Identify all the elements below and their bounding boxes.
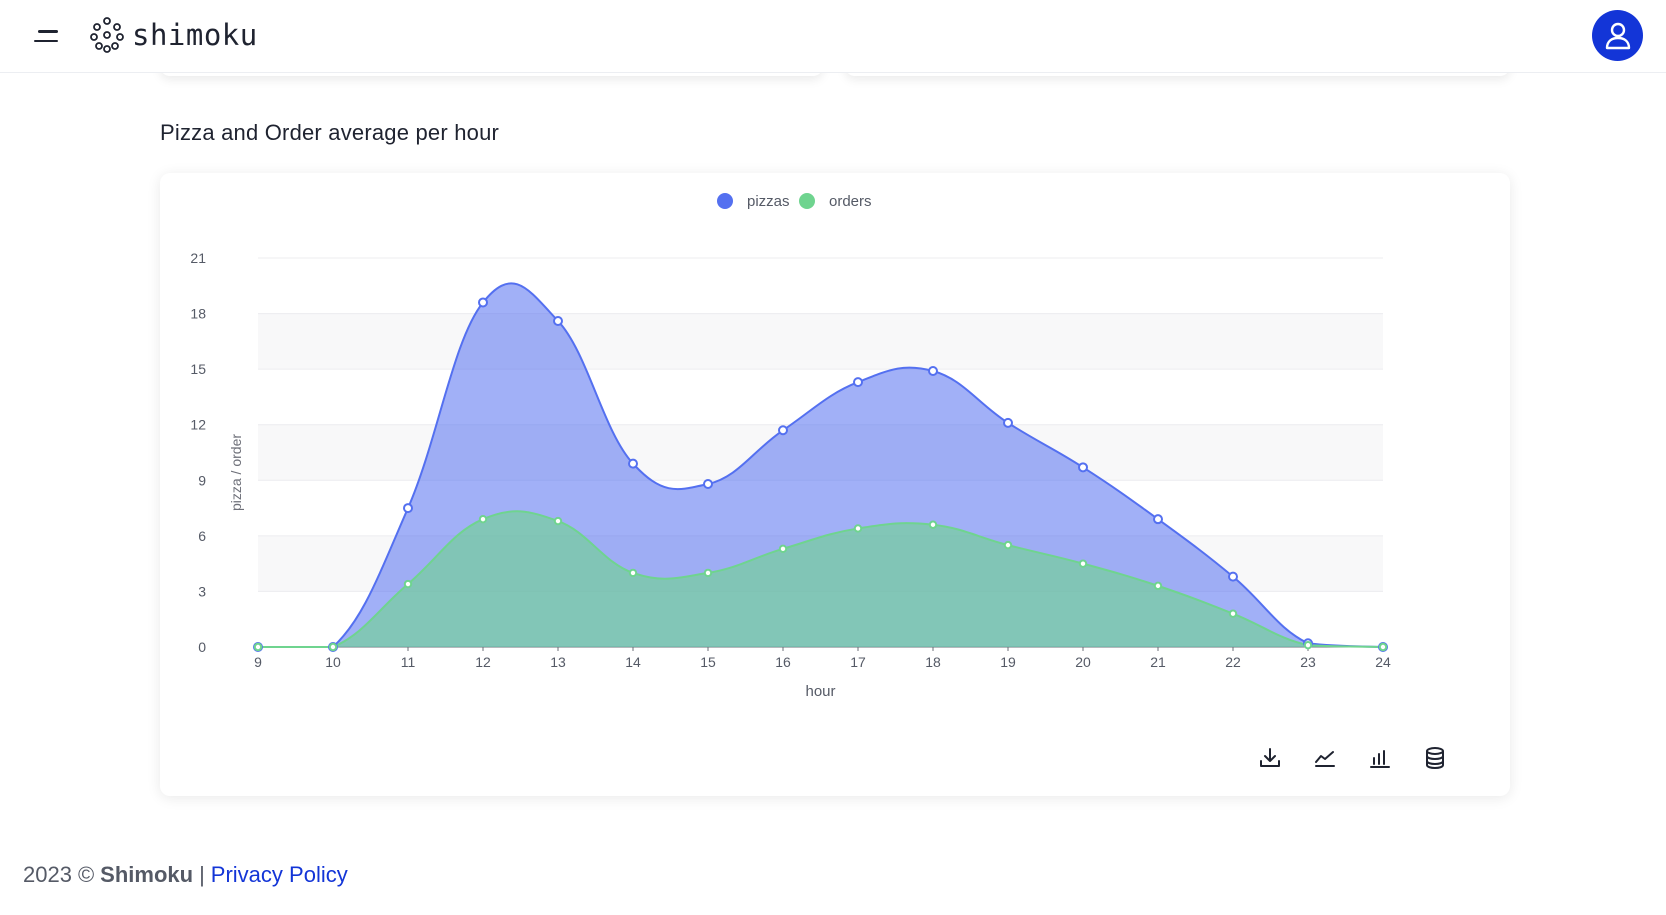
footer-separator: | (199, 862, 205, 887)
orders-point (1153, 581, 1163, 591)
x-tick-label: 13 (550, 654, 566, 670)
pizzas-legend-marker (717, 193, 733, 209)
pizzas-point (853, 377, 863, 388)
pizzas-point (403, 503, 413, 514)
area-chart[interactable]: 0 3 6 9 12 15 18 21 9 10 11 12 13 14 15 16 17 18 19 20 21 22 2… (160, 173, 1510, 796)
pizzas-legend-label: pizzas (747, 193, 790, 210)
pizzas-point (478, 297, 488, 308)
orders-point (328, 642, 338, 652)
user-avatar-button[interactable] (1592, 10, 1643, 61)
brand-name: shimoku (132, 18, 258, 52)
x-tick-label: 21 (1150, 654, 1166, 670)
user-icon (1605, 22, 1630, 49)
orders-point (703, 568, 713, 578)
download-button[interactable] (1254, 742, 1286, 774)
orders-point (403, 579, 413, 589)
privacy-policy-link[interactable]: Privacy Policy (210, 862, 348, 887)
top-bar: shimoku (0, 0, 1666, 73)
orders-point (928, 520, 938, 529)
pizzas-point (703, 478, 713, 489)
pizzas-point (778, 425, 788, 436)
pizzas-point (553, 315, 563, 326)
x-tick-label: 14 (625, 654, 641, 670)
chart-card: 0 3 6 9 12 15 18 21 9 10 11 12 13 14 15 16 17 18 19 20 21 22 2… (160, 173, 1510, 796)
y-tick-label: 9 (198, 472, 206, 488)
x-tick-label: 10 (325, 654, 341, 670)
x-tick-label: 23 (1300, 654, 1316, 670)
menu-button[interactable] (32, 22, 62, 50)
orders-point (1003, 540, 1013, 550)
line-chart-icon (1315, 751, 1335, 767)
pizzas-point (1078, 462, 1088, 473)
footer: 2023 © Shimoku | Privacy Policy (23, 862, 348, 888)
y-tick-label: 3 (198, 583, 206, 599)
section-title: Pizza and Order average per hour (160, 120, 500, 145)
orders-legend-marker (799, 193, 815, 209)
orders-point (1078, 559, 1088, 568)
orders-point (478, 514, 488, 524)
x-tick-label: 18 (925, 654, 941, 670)
orders-area (258, 511, 1383, 647)
pizzas-point (1228, 571, 1238, 582)
x-tick-label: 22 (1225, 654, 1241, 670)
y-tick-label: 12 (190, 417, 206, 433)
pizzas-point (1003, 417, 1013, 428)
y-tick-label: 15 (190, 361, 206, 377)
x-tick-label: 20 (1075, 654, 1091, 670)
orders-point (553, 516, 563, 526)
y-axis-label: pizza / order (228, 434, 244, 511)
y-tick-label: 0 (198, 639, 206, 655)
menu-icon-line (34, 39, 58, 42)
switch-bar-chart-button[interactable] (1364, 742, 1396, 774)
data-view-button[interactable] (1419, 742, 1451, 774)
orders-point (853, 524, 863, 533)
pizzas-point (1153, 514, 1163, 525)
grid-band (258, 313, 1383, 370)
x-tick-label: 17 (850, 654, 866, 670)
x-tick-label: 12 (475, 654, 491, 670)
x-tick-label: 16 (775, 654, 791, 670)
orders-point (778, 544, 788, 554)
pizzas-point (928, 365, 938, 376)
x-tick-label: 15 (700, 654, 716, 670)
bar-chart-icon (1370, 750, 1390, 768)
footer-company: Shimoku (100, 862, 194, 887)
dots-logo-icon (90, 17, 124, 53)
database-icon (1426, 747, 1444, 770)
x-tick-label: 19 (1000, 654, 1016, 670)
y-tick-label: 18 (190, 306, 206, 322)
x-tick-label: 24 (1375, 654, 1391, 670)
orders-point (1303, 640, 1313, 650)
orders-point (1228, 609, 1238, 618)
footer-year: 2023 (23, 862, 72, 887)
brand[interactable]: shimoku (90, 15, 258, 55)
orders-point (253, 642, 263, 652)
switch-line-chart-button[interactable] (1309, 742, 1341, 774)
pizzas-point (628, 458, 638, 469)
orders-point (628, 568, 638, 578)
orders-legend-label: orders (829, 193, 872, 210)
copyright-symbol: © (77, 862, 95, 887)
x-tick-label: 11 (401, 654, 416, 670)
download-icon (1260, 748, 1280, 767)
orders-line (258, 510, 1384, 648)
x-axis-label: hour (805, 683, 835, 700)
x-tick-label: 9 (254, 654, 262, 670)
y-tick-label: 21 (190, 250, 206, 266)
orders-point (1378, 642, 1388, 652)
y-tick-label: 6 (198, 528, 206, 544)
menu-icon (38, 30, 58, 33)
